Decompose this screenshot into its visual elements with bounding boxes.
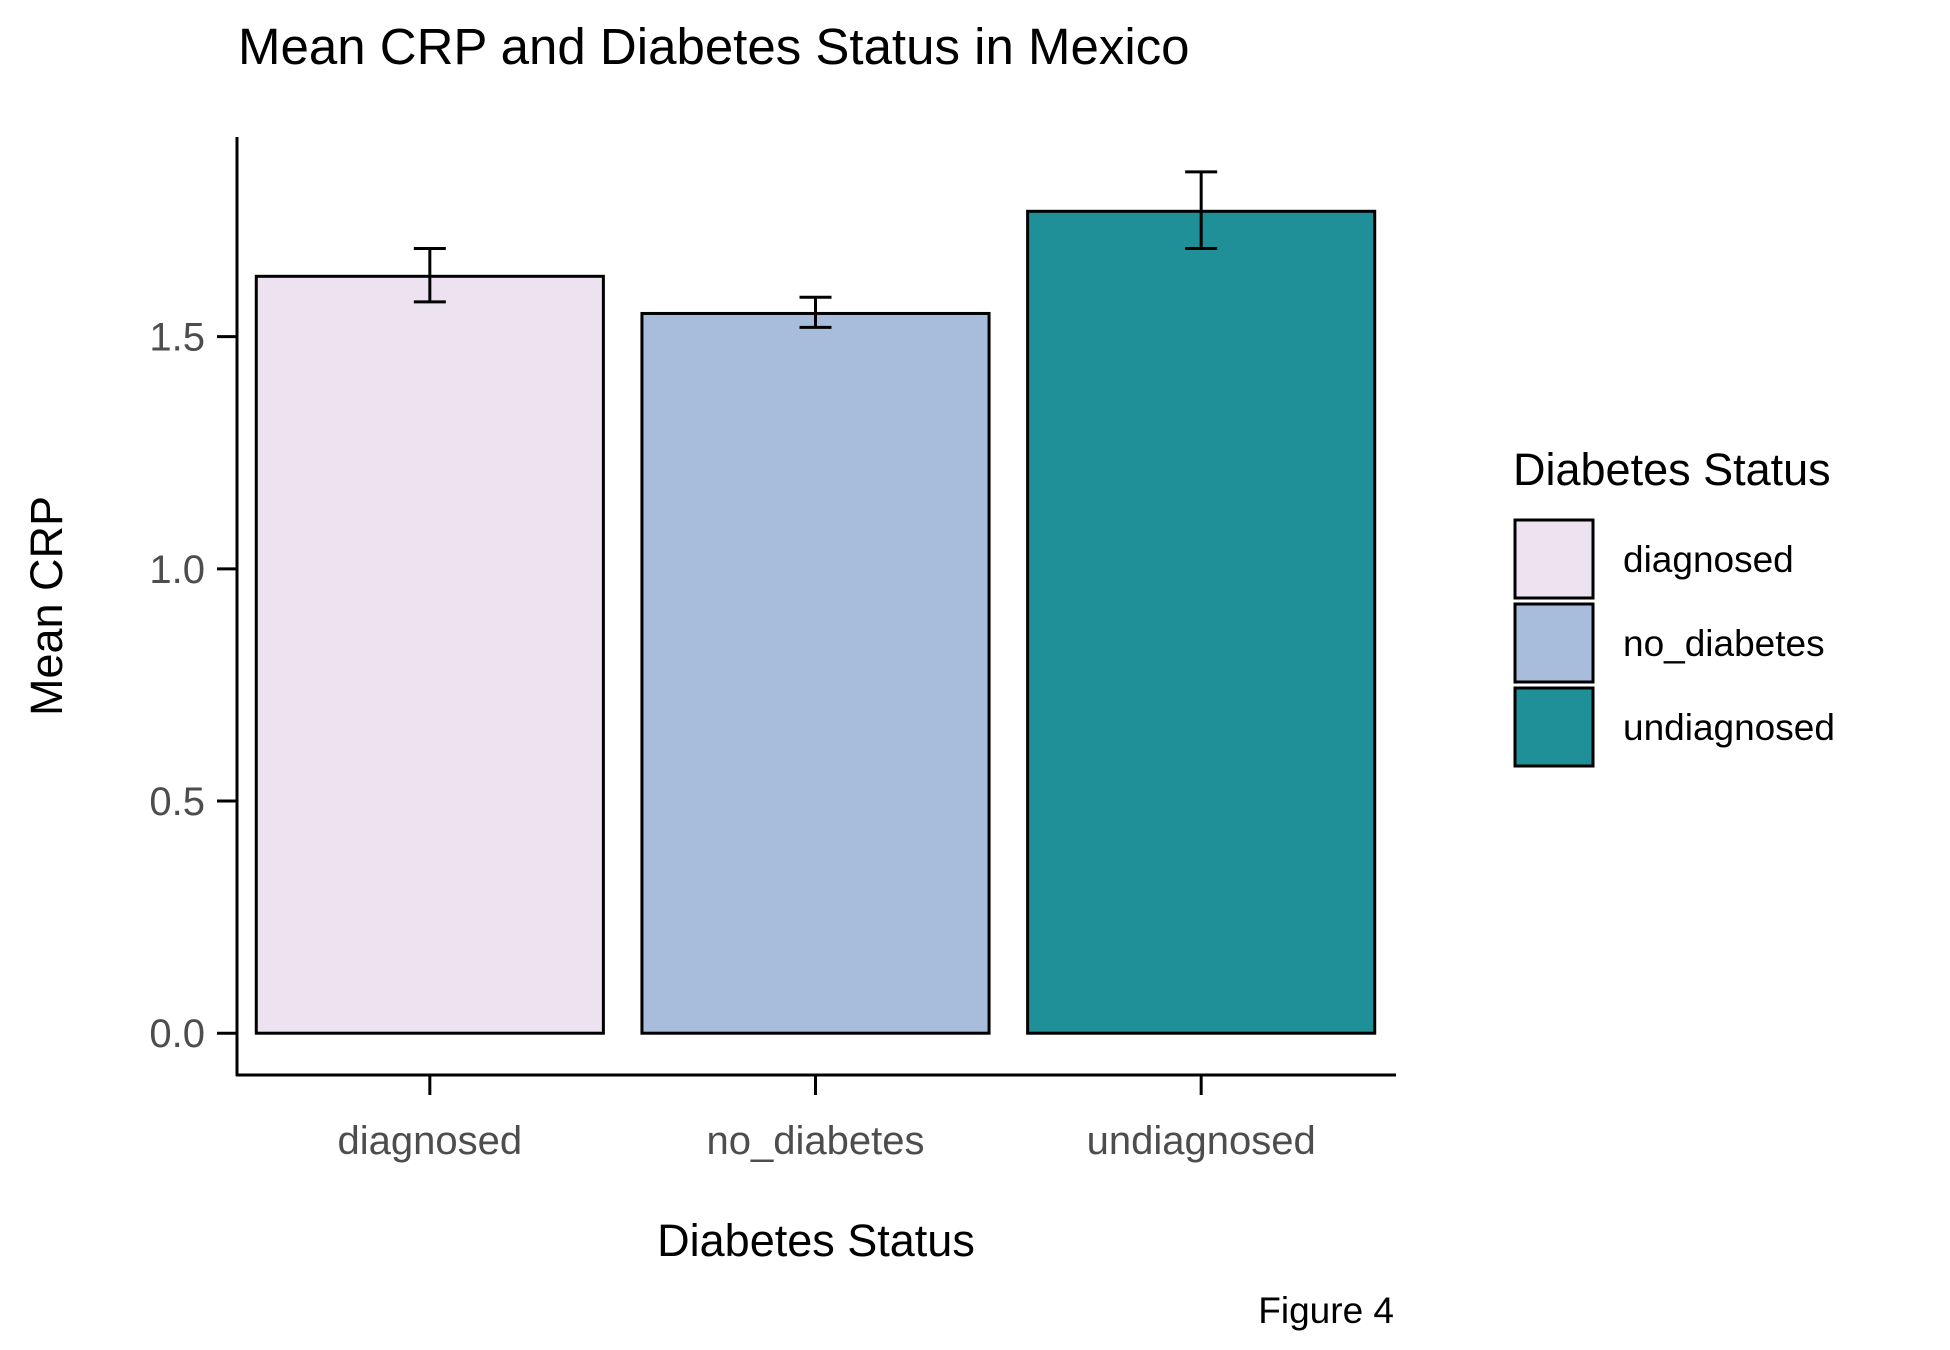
legend-swatch	[1513, 518, 1595, 600]
error-bar-diagnosed	[413, 246, 446, 304]
x-tick-label: diagnosed	[338, 1119, 523, 1163]
y-tick-label: 1.0	[149, 548, 205, 592]
error-bar-no-diabetes	[799, 295, 832, 329]
legend-label: no_diabetes	[1623, 623, 1825, 664]
legend-item-diagnosed: diagnosed	[1513, 518, 1794, 600]
legend-title: Diabetes Status	[1513, 444, 1831, 495]
bar-diagnosed	[254, 274, 605, 1035]
error-bars-layer	[413, 170, 1218, 329]
y-axis-ticks: 0.0 0.5 1.0 1.5	[149, 316, 237, 1056]
x-tick-label: no_diabetes	[707, 1119, 925, 1163]
bar-no-diabetes	[640, 311, 991, 1035]
x-axis-ticks: diagnosed no_diabetes undiagnosed	[338, 1075, 1316, 1163]
chart-title: Mean CRP and Diabetes Status in Mexico	[238, 18, 1190, 75]
legend-item-undiagnosed: undiagnosed	[1513, 686, 1835, 768]
legend-swatch	[1513, 602, 1595, 684]
legend-item-no-diabetes: no_diabetes	[1513, 602, 1825, 684]
bar-undiagnosed	[1026, 209, 1377, 1035]
error-bar-undiagnosed	[1185, 170, 1218, 250]
legend-label: undiagnosed	[1623, 707, 1835, 748]
x-tick-label: undiagnosed	[1087, 1119, 1316, 1163]
y-axis-title: Mean CRP	[21, 496, 72, 716]
x-axis-title: Diabetes Status	[657, 1215, 975, 1266]
bars-layer	[254, 209, 1377, 1035]
legend-swatch	[1513, 686, 1595, 768]
y-tick-label: 1.5	[149, 316, 205, 360]
legend-label: diagnosed	[1623, 539, 1794, 580]
legend-items: diagnosed no_diabetes undiagnosed	[1513, 518, 1835, 768]
y-tick-label: 0.0	[149, 1012, 205, 1056]
y-tick-label: 0.5	[149, 780, 205, 824]
legend: Diabetes Status diagnosed no_diabetesundi…	[1513, 444, 1835, 768]
figure-caption: Figure 4	[1258, 1290, 1394, 1331]
